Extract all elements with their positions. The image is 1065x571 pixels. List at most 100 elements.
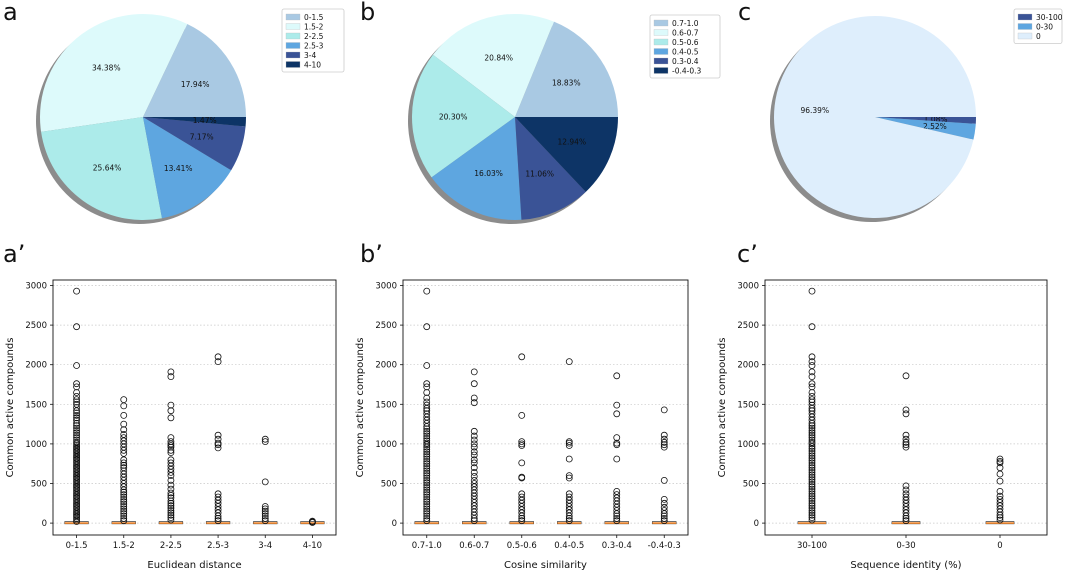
legend-swatch [653, 29, 669, 36]
outlier-point [423, 491, 431, 499]
legend-label: 30-100 [1036, 13, 1063, 22]
pie-value-label: 96.39% [800, 106, 829, 115]
outlier-point [423, 446, 431, 453]
legend-label: 0 [1036, 32, 1041, 41]
outlier-point [470, 472, 478, 480]
outlier-point [660, 438, 668, 446]
outlier-point [565, 474, 573, 482]
outlier-point [214, 517, 222, 525]
x-tick-label: 0-1.5 [66, 541, 88, 551]
outlier-point [660, 441, 668, 449]
outlier-point [808, 480, 816, 488]
pie-slice [774, 16, 976, 219]
outlier-point [423, 448, 431, 456]
outlier-point [613, 517, 621, 525]
outlier-point [423, 510, 431, 517]
outlier-point [808, 431, 816, 439]
y-tick-label: 2000 [25, 361, 47, 371]
outlier-point [518, 517, 526, 525]
outlier-point [518, 411, 526, 419]
y-tick-label: 500 [31, 480, 47, 490]
outlier-point [902, 438, 910, 446]
outlier-point [996, 514, 1004, 521]
y-axis-title: Common active compounds [717, 338, 728, 478]
outlier-point [167, 497, 175, 505]
outlier-point [423, 476, 431, 484]
axes-frame [52, 279, 337, 536]
outlier-point [120, 493, 128, 501]
outlier-point [470, 448, 478, 456]
outlier-point [423, 472, 431, 480]
outlier-point [167, 401, 175, 409]
outlier-point [808, 449, 816, 457]
x-tick-label: 30-100 [797, 541, 827, 551]
outlier-point [167, 442, 175, 449]
outlier-point [808, 492, 816, 500]
legend-swatch [285, 61, 301, 68]
outlier-point [518, 442, 526, 449]
outlier-point [167, 443, 175, 451]
outlier-point [73, 429, 80, 437]
outlier-point [167, 414, 175, 422]
legend-swatch [653, 48, 669, 55]
pie-value-label: 18.83% [552, 79, 581, 88]
outlier-point [808, 468, 816, 476]
legend-swatch [1017, 32, 1033, 40]
outlier-point [261, 435, 269, 443]
outlier-point [902, 499, 910, 507]
y-tick-label: 1000 [25, 440, 47, 450]
outlier-point [423, 498, 431, 506]
outlier-point [902, 441, 910, 449]
legend-swatch [1017, 13, 1033, 21]
outlier-point [167, 449, 175, 457]
outlier-point [613, 434, 621, 442]
outlier-point [808, 514, 816, 521]
outlier-point [808, 427, 816, 434]
outlier-point [214, 515, 222, 522]
outlier-point [214, 435, 222, 443]
outlier-point [902, 406, 910, 414]
outlier-point [613, 410, 621, 418]
outlier-point [423, 287, 431, 295]
outlier-point [120, 500, 128, 508]
outlier-point [565, 490, 573, 498]
x-tick-label: 1.5-2 [113, 541, 135, 551]
outlier-point [902, 372, 910, 380]
outlier-point [167, 499, 175, 507]
outlier-point [996, 511, 1004, 519]
y-tick-label: 3000 [25, 282, 47, 292]
pie-chart-a: a 17.94% 34.38% 25.64% 13.41% 7.17% 1.47% 0-1.5… [3, 0, 345, 224]
legend-swatch [285, 23, 301, 30]
outlier-point [660, 443, 668, 451]
legend: 30-1000-300 [1013, 8, 1063, 44]
pie-slice [515, 21, 618, 117]
outlier-point [423, 427, 431, 435]
outlier-point [565, 515, 573, 522]
outlier-point [518, 499, 526, 507]
outlier-point [808, 447, 816, 455]
legend-label: 3-4 [304, 51, 316, 60]
axes-frame [402, 279, 689, 536]
x-tick-label: 0-30 [896, 541, 915, 551]
outlier-point [808, 511, 816, 519]
pie-slice [41, 117, 163, 220]
outlier-point [518, 459, 526, 467]
pie-slice [431, 117, 522, 221]
outlier-point [423, 512, 431, 520]
y-tick-label: 2000 [375, 361, 397, 371]
outlier-point [470, 436, 478, 444]
box-plot-a’: a’ 0 500 1000 1500 2000 2500 3000 Common active … [3, 240, 337, 571]
pie-slice [411, 54, 515, 178]
outlier-point [120, 488, 128, 496]
outlier-point [565, 472, 573, 480]
outlier-point [73, 287, 80, 295]
outlier-point [518, 440, 526, 448]
outlier-point [261, 505, 269, 513]
outlier-point [73, 411, 80, 419]
outlier-point [996, 487, 1004, 495]
outlier-point [613, 512, 621, 520]
outlier-point [902, 435, 910, 443]
legend-label: 1.5-2 [304, 23, 324, 32]
legend-swatch [285, 32, 301, 40]
